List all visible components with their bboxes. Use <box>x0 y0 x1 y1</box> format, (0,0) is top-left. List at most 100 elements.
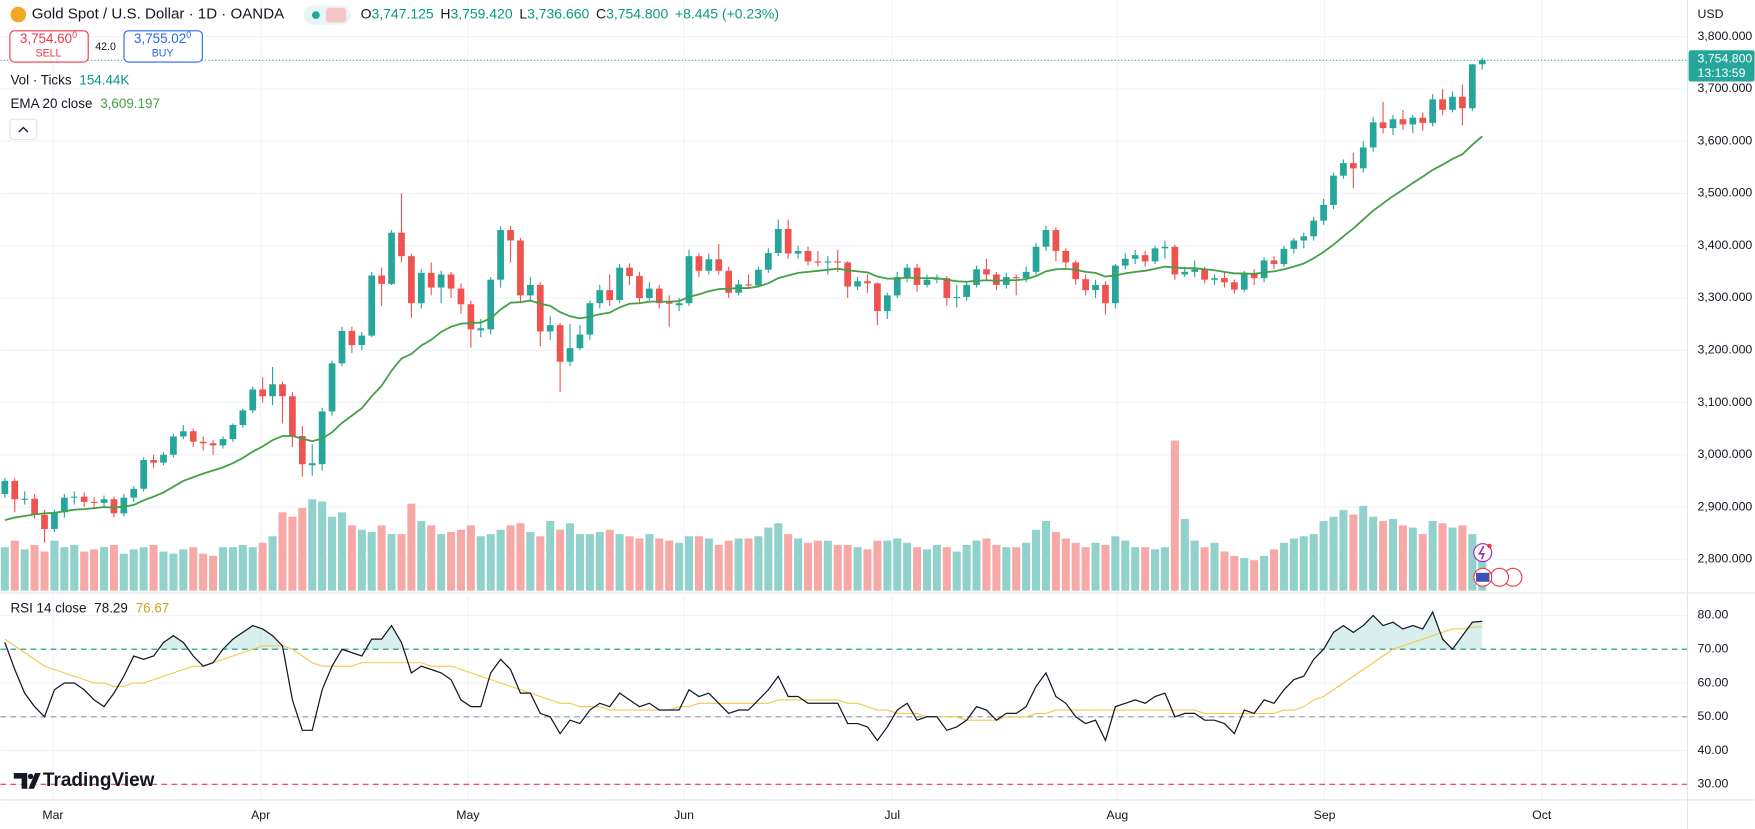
volume-bar <box>1131 547 1140 591</box>
candle-body <box>645 288 653 298</box>
sell-price-main: 3,754.60 <box>20 31 72 46</box>
y-tick-label: 3,500.000 <box>1698 186 1753 200</box>
collapse-button[interactable] <box>9 118 38 140</box>
candle-body <box>1320 204 1327 221</box>
volume-bar <box>179 549 188 591</box>
sell-price: 3,754.600 <box>20 30 77 46</box>
volume-bar <box>149 544 158 591</box>
volume-bar <box>942 547 951 591</box>
candle-body <box>755 269 762 286</box>
candle-body <box>1468 64 1476 109</box>
candle-body <box>1478 60 1486 65</box>
volume-bar <box>615 534 624 591</box>
volume-bar <box>764 527 773 591</box>
rsi-tick-label: 70.00 <box>1698 641 1729 655</box>
candle-body <box>1131 255 1139 259</box>
volume-bar <box>496 529 505 591</box>
volume-bar <box>298 507 307 591</box>
event-icon[interactable] <box>1473 543 1493 563</box>
volume-bar <box>774 523 783 591</box>
volume-bar <box>129 549 138 591</box>
volume-bar <box>833 544 842 591</box>
candle-body <box>854 281 861 287</box>
volume-bar <box>1180 518 1189 591</box>
candle-body <box>1052 230 1060 251</box>
volume-bar <box>248 547 257 591</box>
rsi-name: RSI 14 close <box>10 600 86 615</box>
sell-button[interactable] <box>9 30 89 63</box>
ema-legend: EMA 20 close 3,609.197 <box>10 96 159 111</box>
candle-body <box>1270 260 1278 265</box>
volume-bar <box>744 538 753 591</box>
candle-body <box>229 425 237 440</box>
buy-price-main: 3,755.02 <box>134 31 186 46</box>
volume-bar <box>328 516 337 591</box>
candle-body <box>675 303 683 306</box>
rsi-tick-label: 40.00 <box>1698 743 1729 757</box>
volume-bar <box>1250 560 1259 591</box>
volume-bar <box>972 540 981 591</box>
candle-body <box>388 232 395 284</box>
rsi-value: 78.29 <box>94 600 128 615</box>
candle-body <box>1012 277 1020 279</box>
candle-body <box>1359 147 1367 169</box>
volume-bar <box>694 536 703 591</box>
candle-body <box>715 259 723 271</box>
volume-bar <box>1359 505 1368 591</box>
candle-body <box>1409 117 1417 125</box>
volume-bar <box>218 547 228 591</box>
candle-body <box>1022 271 1030 279</box>
volume-bar <box>506 525 515 591</box>
sell-label: SELL <box>36 48 62 60</box>
volume-bar <box>308 499 317 591</box>
symbol-title[interactable]: Gold Spot / U.S. Dollar · 1D · OANDA <box>32 6 285 23</box>
volume-bar <box>853 547 862 591</box>
symbol-icon[interactable] <box>10 6 27 23</box>
candle-body <box>963 284 970 297</box>
candle-body <box>626 267 633 277</box>
candle-body <box>1240 272 1248 290</box>
y-tick-label: 3,000.000 <box>1698 447 1753 461</box>
currency[interactable]: USD <box>1698 7 1724 21</box>
candle-body <box>279 384 286 397</box>
volume-bar <box>337 512 347 591</box>
rsi-ma-line <box>4 626 1483 721</box>
y-tick-label: 2,900.000 <box>1698 499 1753 513</box>
volume-bar <box>238 544 247 591</box>
candle-body <box>457 288 465 305</box>
candle-body <box>160 454 167 463</box>
candle-body <box>427 272 435 288</box>
candle-body <box>1260 260 1268 279</box>
event-dot <box>1487 543 1492 549</box>
candle-body <box>864 281 871 284</box>
volume-bar <box>1121 540 1130 591</box>
candle-body <box>289 396 296 436</box>
buy-button[interactable] <box>123 30 203 63</box>
candle-body <box>1369 122 1377 148</box>
volume-bar <box>516 523 525 591</box>
logo-dot <box>27 773 34 780</box>
event-flag[interactable] <box>1490 567 1510 587</box>
volume-bar <box>1339 510 1348 591</box>
candle-body <box>953 296 961 299</box>
candle-body <box>219 439 227 446</box>
flag-glyph <box>1476 572 1490 582</box>
candle-body <box>586 303 594 335</box>
candle-body <box>1201 269 1208 280</box>
volume-legend: Vol · Ticks 154.44K <box>10 72 129 87</box>
volume-bar <box>724 540 733 591</box>
volume-bar <box>1071 542 1080 591</box>
legend-value: 3,736.660 <box>527 5 589 21</box>
volume-bar <box>1458 525 1467 591</box>
volume-bar <box>1170 440 1179 591</box>
volume-bar <box>556 529 565 591</box>
volume-bar <box>1081 547 1090 591</box>
legend-change: +8.445 (+0.23%) <box>675 5 779 21</box>
candle-body <box>31 498 38 515</box>
candle-body <box>1072 262 1080 280</box>
candle-body <box>1062 250 1070 263</box>
ema-line <box>4 135 1483 522</box>
volume-bar <box>1200 547 1209 591</box>
candle-body <box>764 253 772 270</box>
candle-body <box>665 302 673 304</box>
